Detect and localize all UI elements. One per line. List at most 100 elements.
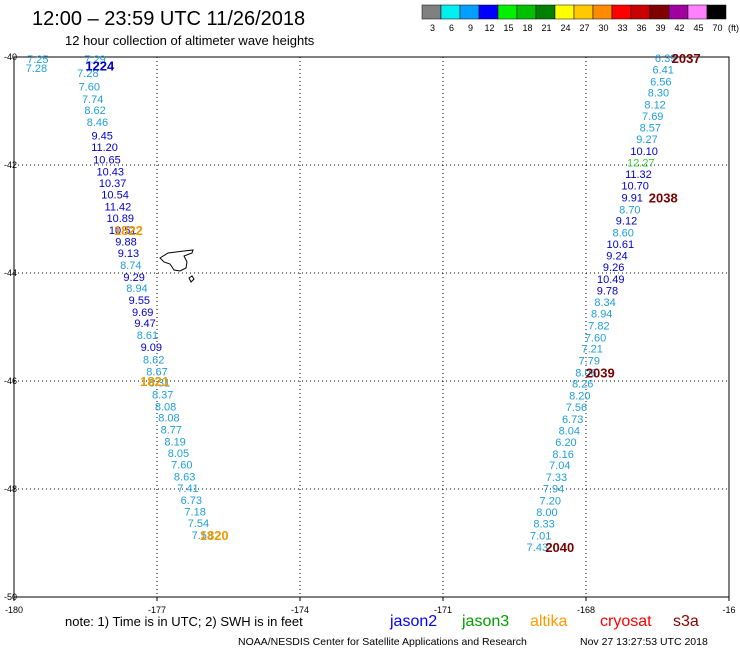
wave-height-value: 8.08 [158, 413, 179, 425]
wave-height-value: 9.47 [134, 318, 155, 330]
y-tick-label: -44 [4, 268, 17, 278]
wave-height-value: 7.29 [84, 54, 105, 66]
colorbar-label: 21 [541, 23, 551, 33]
wave-height-value: 7.60 [585, 332, 606, 344]
wave-height-value: 6.20 [555, 437, 576, 449]
colorbar-swatch [535, 4, 556, 20]
colorbar-unit: (ft) [728, 23, 739, 33]
wave-height-value: 7.69 [642, 111, 663, 123]
wave-height-value: 10.61 [607, 239, 635, 251]
wave-height-value: 7.21 [581, 344, 602, 356]
wave-height-value: 8.20 [569, 391, 590, 403]
wave-height-value: 7.25 [27, 54, 48, 66]
colorbar-swatch [706, 4, 727, 20]
colorbar-swatch [573, 4, 594, 20]
colorbar-label: 6 [449, 23, 454, 33]
wave-height-value: 8.94 [126, 283, 147, 295]
colorbar-swatch [554, 4, 575, 20]
wave-height-value: 9.78 [597, 285, 618, 297]
wave-height-value: 6.73 [562, 414, 583, 426]
x-tick-label: -171 [434, 605, 452, 615]
wave-height-value: 8.06 [575, 367, 596, 379]
wave-height-value: 10.89 [107, 213, 135, 225]
pass-time-label: 1820 [200, 528, 229, 543]
wave-height-value: 10.49 [597, 274, 625, 286]
footer-credit: NOAA/NESDIS Center for Satellite Applica… [238, 636, 527, 648]
satellite-jason3: jason3 [461, 613, 509, 630]
wave-height-value: 8.61 [137, 330, 158, 342]
wave-height-value: 11.20 [91, 142, 118, 154]
colorbar-swatch [459, 4, 480, 20]
wave-height-value: 8.16 [552, 449, 573, 461]
wave-height-value: 8.04 [559, 426, 580, 438]
colorbar-label: 36 [636, 23, 646, 33]
wave-height-value: 9.69 [132, 307, 153, 319]
colorbar-swatch [440, 4, 461, 20]
satellite-cryosat: cryosat [600, 613, 652, 630]
wave-height-value: 7.28 [26, 63, 47, 75]
wave-height-value: 9.12 [616, 216, 637, 228]
wave-height-value: 8.62 [84, 105, 105, 117]
satellite-s3a: s3a [673, 613, 699, 630]
colorbar-label: 27 [579, 23, 589, 33]
satellite-altika: altika [530, 613, 567, 630]
colorbar-swatch [592, 4, 613, 20]
colorbar-swatch [516, 4, 537, 20]
x-tick-label: -180 [5, 605, 23, 615]
wave-height-value: 11.32 [625, 169, 652, 181]
wave-height-value: 6.41 [653, 64, 674, 76]
colorbar-label: 33 [617, 23, 627, 33]
colorbar-swatch [421, 4, 442, 20]
x-tick-label: -177 [148, 605, 166, 615]
wave-height-value: 7.28 [77, 68, 98, 80]
x-tick-label: -16 [722, 605, 735, 615]
wave-height-value: 8.57 [640, 123, 661, 135]
y-tick-label: -48 [4, 484, 17, 494]
wave-height-value: 11.42 [105, 202, 132, 214]
wave-height-value: 8.63 [174, 472, 195, 484]
colorbar-label: 24 [560, 23, 570, 33]
wave-height-value: 10.70 [621, 181, 649, 193]
wave-height-value: 7.74 [82, 94, 103, 106]
wave-height-value: 8.05 [168, 448, 189, 460]
footer-note: note: 1) Time is in UTC; 2) SWH is in fe… [65, 614, 303, 629]
pass-time-label: 2037 [672, 51, 701, 66]
wave-height-value: 8.37 [152, 390, 173, 402]
wave-height-value: 8.33 [533, 519, 554, 531]
x-tick-label: -168 [577, 605, 595, 615]
wave-height-value: 8.30 [648, 88, 669, 100]
x-tick-label: -174 [291, 605, 309, 615]
wave-height-value: 8.46 [87, 117, 108, 129]
wave-height-value: 8.26 [572, 379, 593, 391]
wave-height-value: 10.37 [99, 178, 127, 190]
wave-height-value: 7.60 [171, 460, 192, 472]
footer-timestamp: Nov 27 13:27:53 UTC 2018 [580, 636, 708, 648]
pass-time-label: 2038 [649, 190, 678, 205]
wave-height-value: 8.31 [149, 378, 170, 390]
wave-height-value: 8.67 [146, 366, 167, 378]
colorbar-swatch [687, 4, 708, 20]
wave-height-value: 7.54 [188, 518, 209, 530]
chart-title: 12:00 – 23:59 UTC 11/26/2018 [32, 8, 305, 30]
colorbar-swatch [611, 4, 632, 20]
wave-height-value: 8.12 [644, 100, 665, 112]
wave-height-value: 9.27 [636, 134, 657, 146]
chatham-islands-outline [159, 249, 195, 283]
wave-height-value: 9.13 [118, 248, 139, 260]
pass-time-label: 1224 [85, 59, 115, 74]
wave-height-value: 7.18 [184, 507, 205, 519]
wave-height-value: 9.45 [91, 130, 112, 142]
colorbar-label: 70 [712, 23, 722, 33]
axis-ticks: -180 -177 -174 -171 -168 -16 -40 -42 -44 -46 -48 -5… [4, 52, 736, 615]
pass-time-label: 2039 [586, 365, 615, 380]
colorbar-label: 9 [468, 23, 473, 33]
wave-height-value: 7.43 [527, 542, 548, 554]
wave-height-value: 9.91 [622, 192, 643, 204]
wave-height-value: 7.41 [177, 483, 198, 495]
satellite-legend: jason2 jason3 altika cryosat s3a [389, 613, 699, 630]
wave-height-value: 9.24 [606, 251, 627, 263]
wave-height-value: 8.60 [612, 228, 633, 240]
colorbar-label: 30 [598, 23, 608, 33]
colorbar-swatch [497, 4, 518, 20]
